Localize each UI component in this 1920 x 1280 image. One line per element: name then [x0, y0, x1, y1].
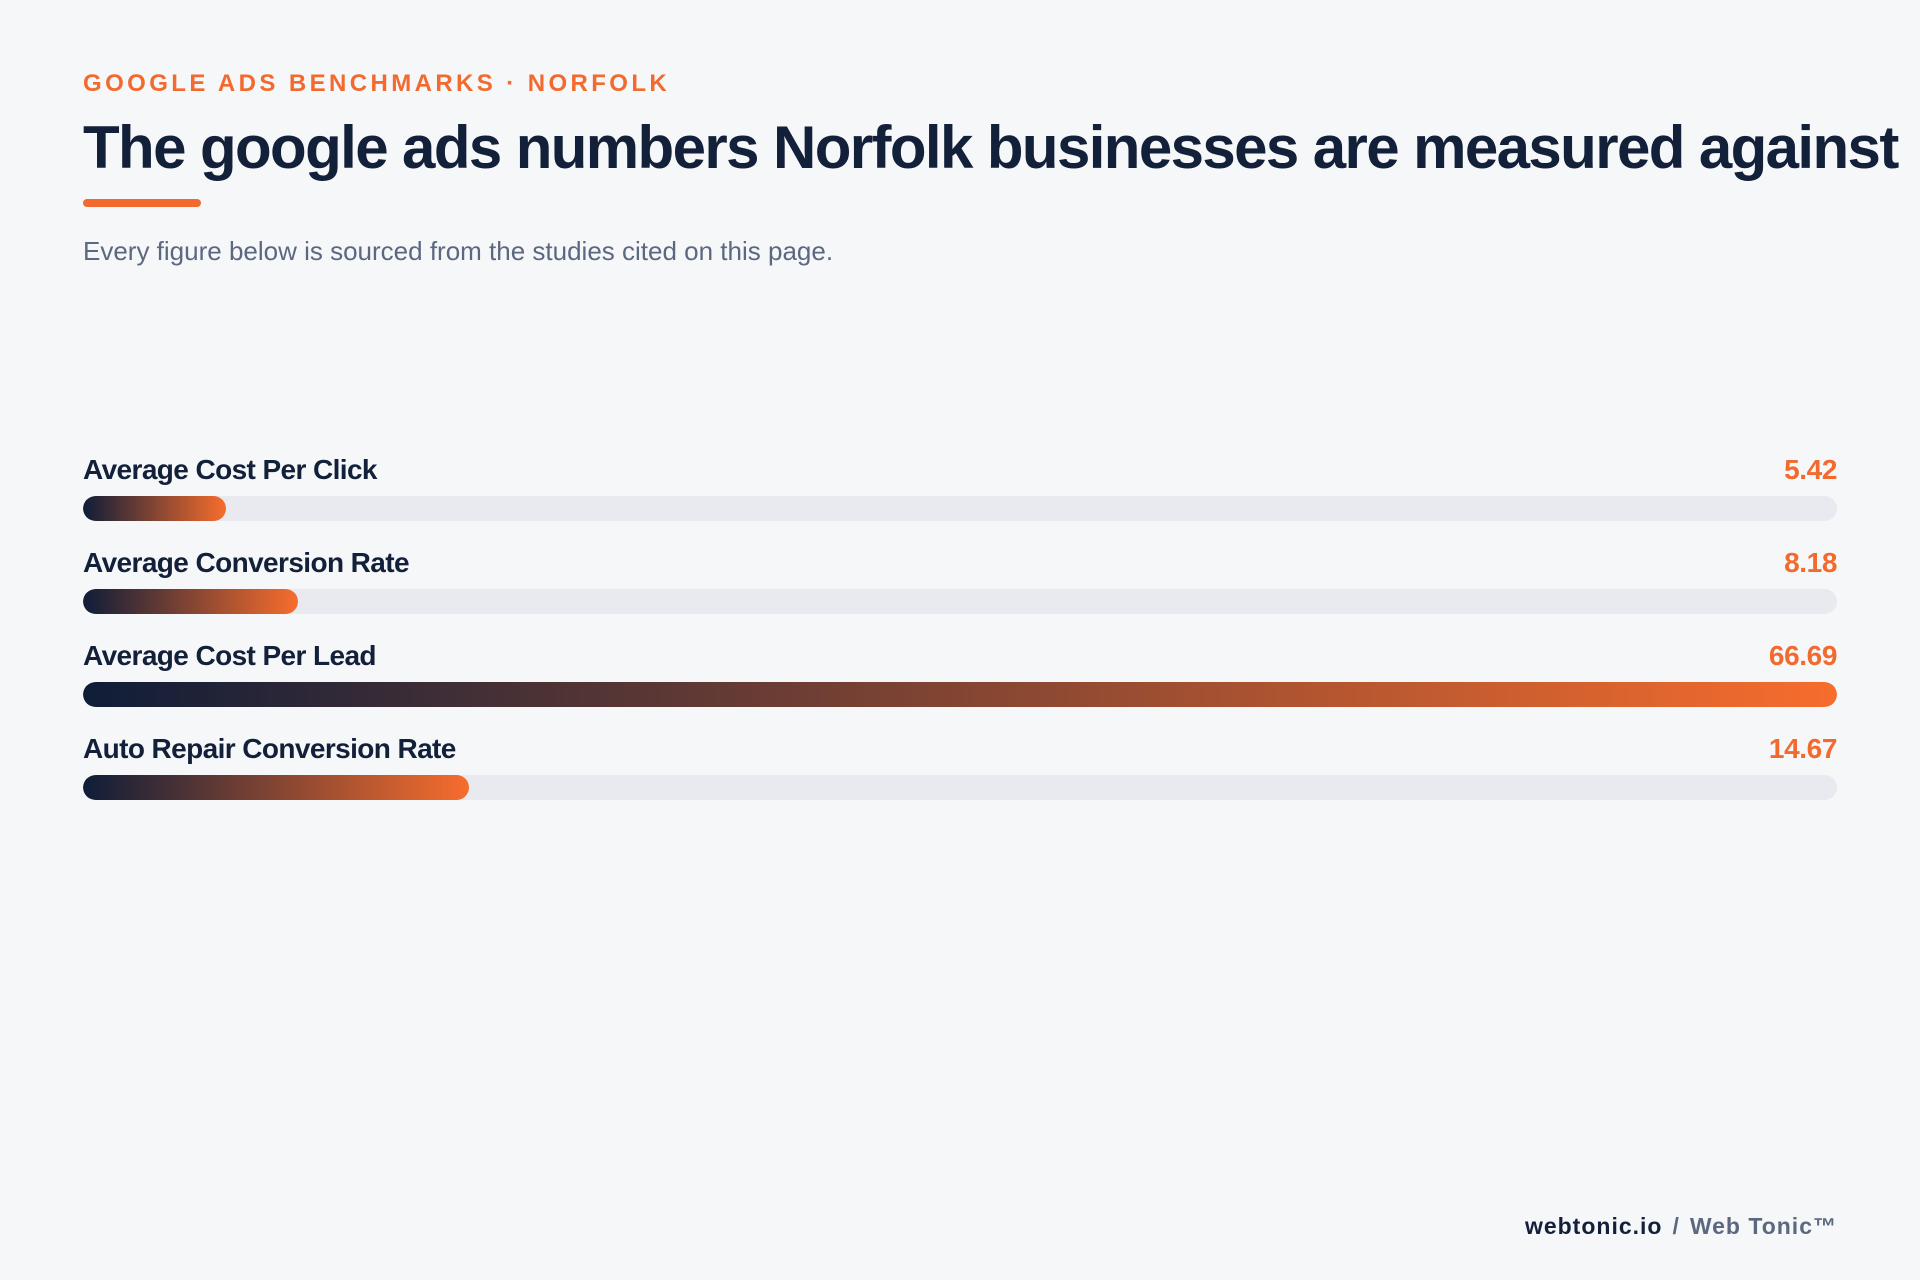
footer-credit: webtonic.io / Web Tonic™: [1525, 1213, 1837, 1240]
benchmark-bar-chart: Average Cost Per Click 5.42 Average Conver…: [83, 448, 1837, 820]
bar: [83, 682, 1837, 707]
bar-row: Average Cost Per Click 5.42: [83, 448, 1837, 541]
bar-label: Average Conversion Rate: [83, 547, 410, 578]
page-subtitle: Every figure below is sourced from the s…: [83, 236, 834, 266]
bar-value-label: 5.42: [1784, 454, 1837, 485]
title-underline: [83, 199, 201, 207]
bar: [83, 775, 469, 800]
bar-label: Average Cost Per Lead: [83, 640, 377, 671]
bar-label: Average Cost Per Click: [83, 454, 378, 485]
footer-domain[interactable]: webtonic.io: [1524, 1213, 1663, 1239]
bar-row: Average Cost Per Lead 66.69: [83, 634, 1837, 727]
bar-row: Average Conversion Rate 8.18: [83, 541, 1837, 634]
eyebrow-label: GOOGLE ADS BENCHMARKS · NORFOLK: [83, 70, 671, 97]
footer-separator: /: [1672, 1213, 1680, 1239]
bar-track: [83, 589, 1837, 614]
bar: [83, 496, 226, 521]
bar-track: [83, 775, 1837, 800]
bar-value-label: 14.67: [1768, 733, 1837, 764]
bar-track: [83, 496, 1837, 521]
bar-track: [83, 682, 1837, 707]
page-title: The google ads numbers Norfolk businesse…: [83, 114, 1899, 181]
bar-value-label: 8.18: [1784, 547, 1837, 578]
bar-row: Auto Repair Conversion Rate 14.67: [83, 727, 1837, 820]
bar-label: Auto Repair Conversion Rate: [83, 733, 456, 764]
bar-value-label: 66.69: [1768, 640, 1837, 671]
footer-brand: Web Tonic™: [1689, 1213, 1837, 1239]
bar: [83, 589, 299, 614]
